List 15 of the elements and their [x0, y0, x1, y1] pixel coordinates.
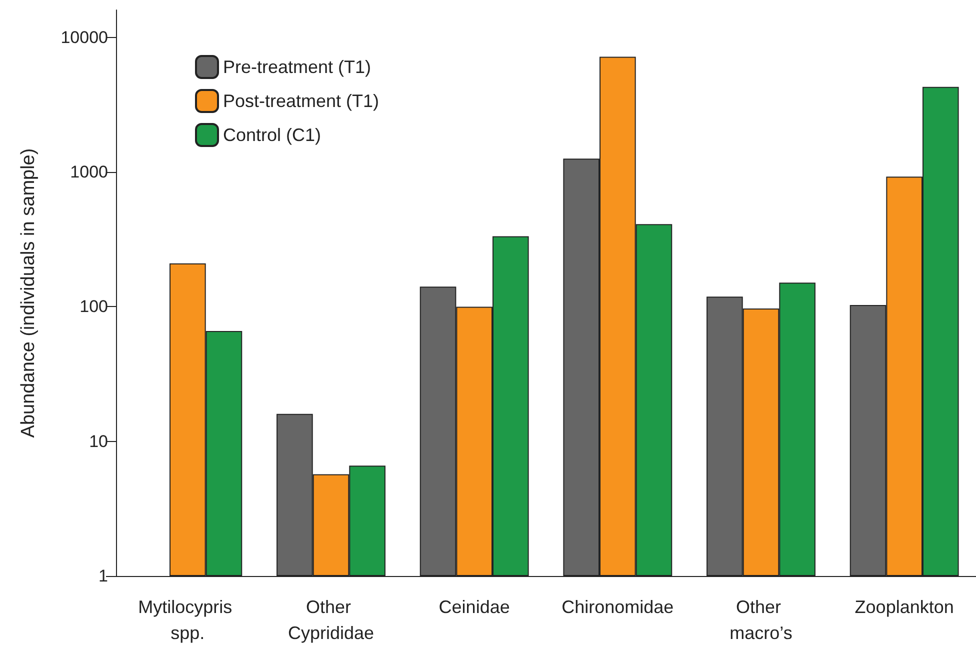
legend-label: Post-treatment (T1): [223, 91, 380, 111]
y-tick-label: 1000: [70, 162, 108, 182]
x-tick-label: Chironomidae: [562, 597, 674, 617]
y-tick-label: 10: [89, 432, 108, 451]
x-tick-label: Zooplankton: [854, 597, 954, 617]
x-tick-label: Mytilocypris spp.: [138, 597, 238, 643]
y-axis-title: Abundance (individuals in sample): [18, 148, 39, 438]
y-tick-label: 100: [80, 297, 108, 316]
x-tick-label: Ceinidae: [438, 597, 510, 617]
y-tick-label: 10000: [60, 28, 108, 47]
x-tick-label: Other macro’s: [730, 597, 792, 643]
x-tick-label: Other Cyprididae: [288, 597, 374, 643]
legend-label: Control (C1): [223, 125, 322, 145]
y-tick-label: 1: [98, 566, 108, 586]
legend-label: Pre-treatment (T1): [223, 57, 372, 77]
